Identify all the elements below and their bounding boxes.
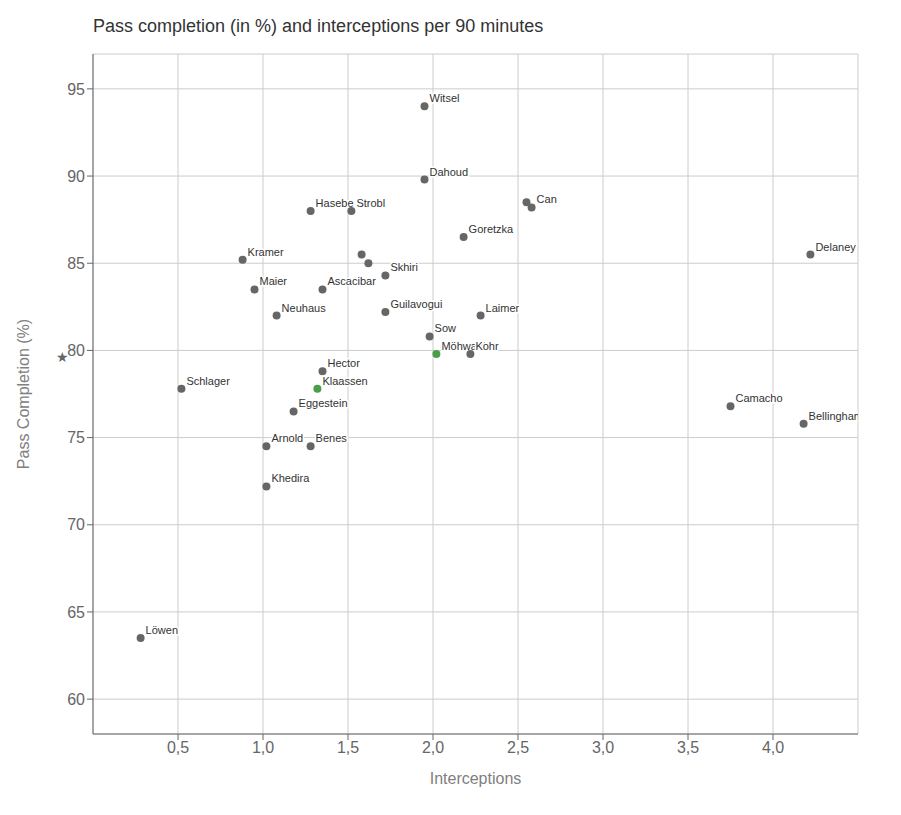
svg-text:3,5: 3,5 — [677, 739, 699, 756]
svg-text:Kramer: Kramer — [248, 246, 284, 258]
svg-text:Pass Completion (%): Pass Completion (%) — [15, 319, 32, 469]
svg-text:Eggestein: Eggestein — [299, 397, 348, 409]
svg-text:0,5: 0,5 — [167, 739, 189, 756]
svg-text:Laimer: Laimer — [486, 302, 520, 314]
svg-text:Möhwald: Möhwald — [441, 339, 486, 352]
svg-text:Bellingham: Bellingham — [809, 410, 858, 422]
svg-text:Guilavogui: Guilavogui — [390, 298, 442, 310]
svg-text:1,5: 1,5 — [337, 739, 359, 756]
svg-text:Neuhaus: Neuhaus — [282, 302, 327, 314]
svg-text:70: 70 — [67, 516, 85, 533]
svg-text:95: 95 — [67, 81, 85, 98]
svg-text:Löwen: Löwen — [146, 624, 178, 636]
svg-text:Interceptions: Interceptions — [430, 770, 522, 787]
svg-text:Khedira: Khedira — [271, 472, 310, 484]
svg-text:Witsel: Witsel — [430, 92, 460, 104]
svg-text:Benes: Benes — [316, 432, 348, 444]
svg-text:Delaney: Delaney — [815, 241, 856, 253]
svg-text:Skhiri: Skhiri — [390, 261, 418, 273]
svg-text:Schlager: Schlager — [186, 375, 230, 387]
svg-text:3,0: 3,0 — [592, 739, 614, 756]
svg-text:Ascacibar: Ascacibar — [328, 275, 377, 287]
svg-text:75: 75 — [67, 429, 85, 446]
svg-text:Kohr: Kohr — [475, 340, 499, 352]
svg-text:60: 60 — [67, 691, 85, 708]
svg-text:Sow: Sow — [435, 322, 456, 334]
svg-text:1,0: 1,0 — [252, 739, 274, 756]
svg-text:Goretzka: Goretzka — [469, 223, 515, 235]
svg-text:Can: Can — [537, 193, 557, 205]
svg-text:4,0: 4,0 — [762, 739, 784, 756]
svg-text:65: 65 — [67, 604, 85, 621]
svg-text:Dahoud: Dahoud — [430, 166, 469, 178]
svg-text:Hasebe: Hasebe — [316, 197, 354, 209]
svg-text:90: 90 — [67, 168, 85, 185]
svg-text:Maier: Maier — [260, 275, 288, 287]
html-text:Pass completion (in %) and int: Pass completion (in %) and interceptions… — [93, 16, 544, 36]
svg-text:Klaassen: Klaassen — [322, 375, 367, 387]
svg-text:Arnold: Arnold — [271, 432, 303, 444]
svg-text:Hector: Hector — [328, 357, 361, 369]
svg-text:Strobl: Strobl — [356, 197, 385, 209]
svg-text:80: 80 — [67, 342, 85, 359]
svg-text:2,5: 2,5 — [507, 739, 529, 756]
svg-text:2,0: 2,0 — [422, 739, 444, 756]
svg-text:85: 85 — [67, 255, 85, 272]
svg-text:Camacho: Camacho — [736, 392, 783, 404]
